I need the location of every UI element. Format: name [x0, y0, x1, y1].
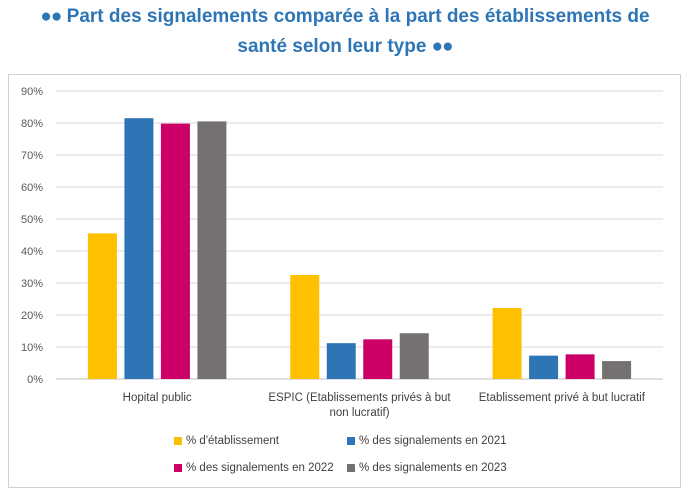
legend-label: % des signalements en 2021 — [359, 435, 507, 447]
legend-swatch — [347, 437, 355, 445]
bar — [197, 121, 227, 380]
y-tick-label: 0% — [27, 374, 43, 386]
x-category-label: non lucratif) — [329, 407, 389, 419]
bar — [326, 343, 356, 379]
legend-item: % des signalements en 2021 — [347, 435, 507, 447]
title-line-1: Part des signalements comparée à la part… — [66, 6, 650, 27]
legend-swatch — [347, 464, 355, 472]
bar — [290, 275, 320, 379]
title-bullet-right: ●● — [431, 36, 454, 57]
bar — [399, 333, 429, 379]
y-tick-label: 60% — [21, 182, 43, 194]
legend-label: % des signalements en 2022 — [186, 462, 334, 474]
bar — [602, 361, 632, 379]
chart-title: ●● Part des signalements comparée à la p… — [0, 2, 690, 62]
x-category-label: Hopital public — [123, 392, 192, 404]
legend-item: % des signalements en 2023 — [347, 462, 507, 474]
legend-swatch — [174, 437, 182, 445]
y-tick-label: 90% — [21, 86, 43, 98]
legend-label: % des signalements en 2023 — [359, 462, 507, 474]
y-tick-label: 80% — [21, 118, 43, 130]
bar — [565, 354, 595, 379]
title-line-2: santé selon leur type — [237, 36, 427, 57]
y-tick-label: 20% — [21, 310, 43, 322]
bar — [529, 355, 559, 379]
bar — [492, 307, 522, 379]
y-tick-label: 40% — [21, 246, 43, 258]
x-category-label: ESPIC (Etablissements privés à but — [268, 392, 451, 404]
legend-label: % d'établissement — [186, 435, 279, 447]
y-tick-label: 30% — [21, 278, 43, 290]
legend-swatch — [174, 464, 182, 472]
y-tick-label: 50% — [21, 214, 43, 226]
x-category-label: Etablissement privé à but lucratif — [479, 392, 646, 404]
bar — [160, 123, 190, 379]
y-tick-label: 10% — [21, 342, 43, 354]
y-tick-label: 70% — [21, 150, 43, 162]
bar — [363, 339, 393, 379]
bar — [87, 233, 117, 379]
title-bullet-left: ●● — [40, 6, 62, 27]
legend-item: % d'établissement — [174, 435, 279, 447]
chart-frame — [8, 74, 681, 488]
legend-item: % des signalements en 2022 — [174, 462, 334, 474]
bar — [124, 118, 154, 379]
